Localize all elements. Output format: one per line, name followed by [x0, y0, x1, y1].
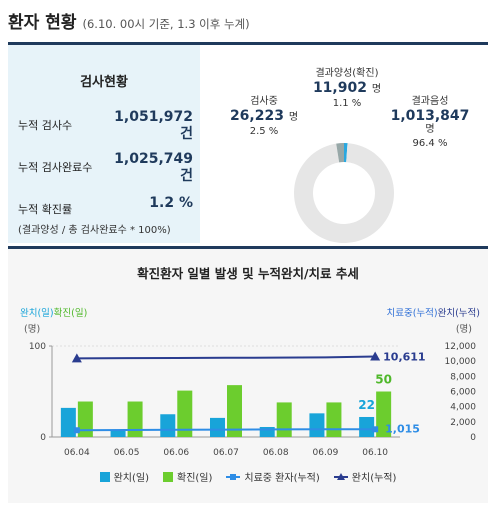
- legend-line-treating: [226, 473, 241, 480]
- donut-label-negative: 결과음성 1,013,847 명 96.4 %: [390, 96, 470, 149]
- line-recovered-cum: [76, 355, 376, 360]
- legend-item-recovered-cum: 완치(누적): [333, 469, 396, 484]
- bar-recovered-daily: [359, 416, 375, 437]
- x-tick-label: 06.06: [163, 448, 189, 458]
- legend-swatch-recovered-daily: [99, 471, 110, 482]
- data-label-treating-last: 1,015: [385, 422, 420, 435]
- x-tick-label: 06.05: [114, 448, 140, 458]
- trend-chart-panel: 확진환자 일별 발생 및 누적완치/치료 추세 완치(일)확진(일) (명) 치…: [8, 246, 488, 503]
- donut-slice-testing: [336, 143, 344, 163]
- bar-recovered-daily: [309, 413, 325, 437]
- x-tick-label: 06.08: [263, 448, 289, 458]
- bar-confirmed-daily: [376, 391, 392, 437]
- donut-chart: [294, 143, 394, 243]
- left-tick-label: 100: [29, 342, 46, 352]
- page-header: 환자 현황 (6.10. 00시 기준, 1.3 이후 누계): [8, 8, 250, 34]
- x-tick-label: 06.10: [362, 448, 388, 458]
- legend-item-confirmed-daily: 확진(일): [163, 469, 212, 484]
- left-axis-unit: (명): [24, 324, 41, 335]
- marker-treating: [372, 426, 379, 433]
- completed-tests-label: 누적 검사완료수: [18, 161, 93, 174]
- x-tick-label: 06.07: [213, 448, 239, 458]
- donut-area: 결과양성(확진) 11,902 명 1.1 % 검사중 26,223 명 2.5…: [200, 45, 488, 243]
- chart-title: 확진환자 일별 발생 및 누적완치/치료 추세: [137, 266, 359, 281]
- donut-slice-negative: [294, 143, 394, 243]
- bar-confirmed-daily: [127, 401, 143, 437]
- right-axis-label: 치료중(누적)완치(누적): [386, 308, 481, 319]
- marker-treating: [73, 427, 80, 434]
- bar-recovered-daily: [160, 414, 176, 437]
- positive-rate-value: 1.2 %: [149, 195, 193, 211]
- data-label-recovered-cum-last: 10,611: [383, 351, 425, 364]
- legend-item-treating-cum: 치료중 환자(누적): [226, 469, 320, 484]
- right-tick-label: 4,000: [450, 403, 476, 413]
- right-tick-label: 2,000: [450, 418, 476, 428]
- right-tick-label: 6,000: [450, 388, 476, 398]
- marker-recovered-cum: [370, 351, 381, 361]
- line-treating: [76, 428, 376, 432]
- completed-tests-value: 1,025,749 건: [114, 151, 193, 184]
- donut-slice-positive: [344, 143, 348, 163]
- x-tick-label: 06.04: [64, 448, 90, 458]
- right-tick-label: 12,000: [445, 342, 477, 352]
- donut-label-positive: 결과양성(확진) 11,902 명 1.1 %: [312, 68, 382, 109]
- bar-confirmed-daily: [177, 390, 193, 437]
- page-subtitle: (6.10. 00시 기준, 1.3 이후 누계): [82, 17, 250, 31]
- bar-recovered-daily: [60, 407, 76, 437]
- right-axis-unit: (명): [455, 324, 472, 335]
- total-tests-value: 1,051,972 건: [114, 109, 193, 142]
- legend-swatch-confirmed-daily: [163, 471, 173, 482]
- x-tick-label: 06.09: [313, 448, 339, 458]
- completed-tests-row: 누적 검사완료수 1,025,749 건: [18, 151, 193, 191]
- test-status-box: 검사현황 누적 검사수 1,051,972 건 누적 검사완료수 1,025,74…: [8, 45, 200, 243]
- positive-rate-label: 누적 확진률: [18, 203, 73, 216]
- legend-item-recovered-daily: 완치(일): [99, 469, 149, 484]
- bar-confirmed-daily: [77, 401, 93, 437]
- bar-recovered-daily: [110, 429, 126, 437]
- data-label-confirmed-last: 50: [375, 373, 392, 387]
- total-tests-label: 누적 검사수: [18, 119, 73, 132]
- trend-chart-svg: 100 0 12,000 10,000 8,000 6,000 4,000 2,000 0 06.…: [29, 342, 477, 458]
- test-status-title: 검사현황: [80, 75, 128, 90]
- bar-confirmed-daily: [326, 402, 342, 437]
- legend-line-recovered-cum: [333, 472, 348, 480]
- right-tick-label: 8,000: [450, 372, 476, 382]
- left-axis-label: 완치(일)확진(일): [20, 308, 88, 319]
- bar-confirmed-daily: [276, 402, 292, 437]
- test-status-panel: 검사현황 누적 검사수 1,051,972 건 누적 검사완료수 1,025,74…: [8, 42, 488, 243]
- positive-rate-row: 누적 확진률 1.2 %: [18, 193, 193, 233]
- donut-label-testing: 검사중 26,223 명 2.5 %: [229, 96, 299, 137]
- chart-legend: 완치(일) 확진(일) 치료중 환자(누적) 완치(누적): [8, 469, 488, 484]
- bar-recovered-daily: [210, 417, 225, 437]
- marker-recovered-cum: [71, 353, 82, 363]
- page-title: 환자 현황: [8, 13, 77, 33]
- right-tick-label: 0: [470, 433, 476, 443]
- bar-recovered-daily: [259, 426, 275, 437]
- bar-confirmed-daily: [227, 385, 242, 437]
- data-label-recovered-last: 22: [358, 398, 375, 412]
- total-tests-row: 누적 검사수 1,051,972 건: [18, 109, 193, 149]
- rate-formula-note: (결과양성 / 총 검사완료수 * 100%): [18, 225, 171, 236]
- right-tick-label: 10,000: [445, 357, 477, 367]
- left-tick-label: 0: [40, 433, 46, 443]
